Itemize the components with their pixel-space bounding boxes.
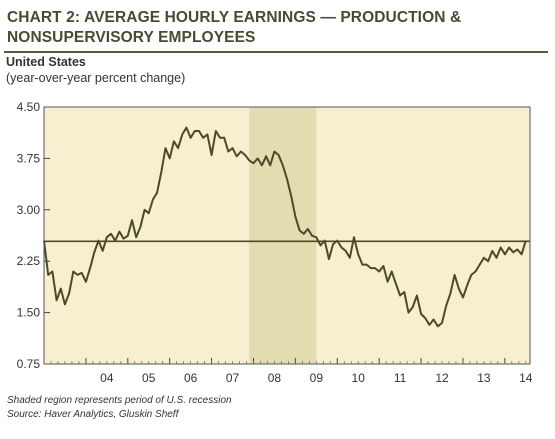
y-tick-label: 0.75 [17,357,41,371]
x-tick-label: 14 [519,371,533,385]
chart-title: CHART 2: AVERAGE HOURLY EARNINGS — PRODU… [7,8,527,48]
y-tick-label: 2.25 [17,254,41,268]
x-tick-label: 04 [100,371,114,385]
x-tick-label: 13 [477,371,491,385]
axis-labels: 4.50 3.75 3.00 2.25 1.50 0.75 04 05 06 07 08 09 10 11… [17,100,533,385]
y-tick-label: 4.50 [17,100,41,114]
chart-title-line-2: NONSUPERVISORY EMPLOYEES [7,29,256,46]
chart-subtitle: United States [6,55,86,69]
x-tick-label: 10 [352,371,366,385]
x-tick-label: 12 [435,371,449,385]
chart-units: (year-over-year percent change) [6,71,186,85]
x-tick-label: 09 [310,371,324,385]
x-tick-label: 05 [142,371,156,385]
title-divider [4,51,548,53]
y-tick-label: 3.75 [17,151,41,165]
recession-shade [249,107,317,364]
source-footnote: Source: Haver Analytics, Gluskin Sheff [7,409,179,420]
chart-title-line-1: CHART 2: AVERAGE HOURLY EARNINGS — PRODU… [7,9,462,26]
x-tick-label: 08 [268,371,282,385]
x-tick-label: 06 [184,371,198,385]
y-tick-label: 3.00 [17,203,41,217]
plot-border [43,106,531,365]
recession-footnote: Shaded region represents period of U.S. … [7,395,232,406]
y-tick-label: 1.50 [17,306,41,320]
x-tick-label: 11 [394,371,407,385]
series-line [43,126,527,328]
x-tick-label: 07 [226,371,240,385]
